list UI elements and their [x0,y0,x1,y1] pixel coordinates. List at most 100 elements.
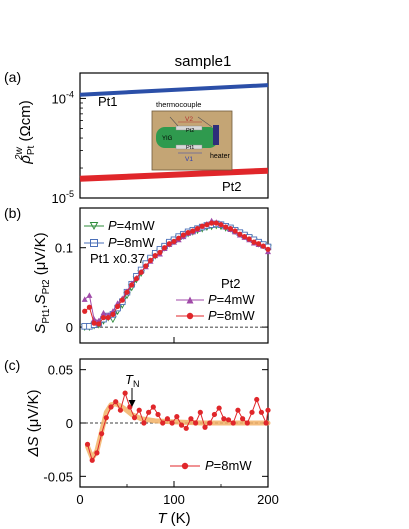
panel-c-point [240,416,246,422]
legend-pt2-8mw-text: =8mW [217,308,256,323]
panel-b-point [218,222,224,228]
panel-a-frame [79,72,269,199]
panel-c-point [94,450,100,456]
panel-c-ylabel: ΔS (μV/K) [25,389,42,457]
svg-text:P=8mW: P=8mW [205,458,252,473]
inset-yig-bar [156,127,218,148]
panel-c-xlabel: T (K) [157,510,190,527]
panel-b-point [180,232,186,238]
panel-b-point [100,314,107,321]
panel-b-point [115,303,121,310]
panel-c-point [103,415,109,421]
panel-c-point [230,420,236,426]
panel-b-point [251,239,257,245]
panel-a-ytick-label: 10-5 [52,189,74,206]
panel-b-legend-pt1: P=4mW P=8mW [84,218,155,250]
panel-c-point [202,424,208,430]
panel-c-point [178,422,185,428]
panel-c-point [216,405,222,411]
panel-b-point [237,231,243,237]
panel-a-series-pt1 [79,83,269,97]
panel-c-fit-curve [85,401,271,461]
legend-marker-pt2-4mw [186,296,194,304]
panel-c-point [254,396,260,403]
panel-c-tn-annotation: TN [125,372,139,407]
panel-c-point [221,416,227,422]
inset-label-thermocouple: thermocouple [156,100,201,109]
panel-b-point [265,246,271,252]
panel-b-legend-pt2: P=4mW P=8mW [176,292,255,323]
panel-c-point [258,409,265,415]
panel-b-point [185,230,191,236]
panel-b-point [124,289,130,295]
panel-b-ytick-label: 0 [66,320,73,335]
panel-b-pt2-label: Pt2 [221,276,241,291]
panel-b-point [241,233,248,240]
panel-c-point [188,416,194,422]
panel-b-point [91,316,98,322]
panel-a-ytick-label: 10-4 [52,89,74,106]
panel-c-point [235,407,241,413]
panel-c-point [141,420,147,426]
legend-pt1-4mw-prefix: P [108,218,117,233]
panel-a-label-pt1: Pt1 [98,94,118,109]
panel-b-point [194,226,201,232]
panel-c-series-line [87,391,269,462]
panel-b-ytick-label: 0.1 [55,241,73,256]
panel-b-point [162,245,168,251]
panel-c-point [249,409,255,415]
svg-text:P=8mW: P=8mW [108,235,155,250]
panel-b-point [223,224,229,230]
panel-b-ylabel-unit: (μV/K) [32,232,49,275]
svg-text:SPt1,SPt2 (μV/K): SPt1,SPt2 (μV/K) [32,232,52,333]
panel-b-point [157,249,163,256]
panel-c-point [131,415,138,421]
panel-c-point [174,414,180,420]
svg-text:TN: TN [125,372,139,389]
svg-text:P=4mW: P=4mW [108,218,155,233]
panel-b-point [209,220,215,226]
panel-b-point [119,297,125,303]
panel-c-point [164,416,171,422]
panel-c-point [211,411,218,418]
inset-pt2-strip [175,125,203,131]
panel-c-point [150,404,156,410]
panel-c-point [169,420,175,426]
panel-c-point [225,417,232,423]
legend-marker-pt2-8mw [186,312,194,320]
panel-c-point [117,407,124,413]
panel-c-ylabel-unit: (μV/K) [25,389,42,432]
panel-c-point [193,420,199,426]
panel-c-point [207,420,213,426]
panel-c-point [122,390,128,396]
panel-c-legend: P=8mW [170,458,252,473]
panel-c-point [197,409,203,415]
panel-c-point [244,420,250,426]
panel-b-point [91,320,97,326]
panel-c-point [99,431,105,437]
legend-pt2-4mw-prefix: P [208,292,217,307]
legend-pt1-8mw-text: =8mW [117,235,156,250]
panel-b-point [227,226,233,232]
panel-b-point [133,276,139,282]
svg-text:P=8mW: P=8mW [208,308,255,323]
legend-marker-pt1-8mw [90,239,98,247]
panel-c-point [89,457,95,463]
inset-label-yig: YIG [162,136,173,142]
legend-marker-c-8mw [181,462,189,470]
panel-b-point [138,269,144,275]
panel-b-point [143,263,149,269]
panel-b-point [86,304,92,310]
legend-pt1-4mw-text: =4mW [117,218,156,233]
legend-c-8mw-text: =8mW [214,458,253,473]
inset-label-v1: V1 [185,156,193,163]
panel-c-point [146,409,152,415]
panel-b-point [82,308,88,314]
panel-a-label-pt2: Pt2 [222,179,242,194]
panel-b-point [232,228,238,234]
legend-marker-pt1-4mw [89,222,99,231]
panel-c-point [84,441,91,447]
panel-a-ylabel-unit: (Ωcm) [17,100,34,141]
inset-thermocouple-line-1 [169,116,179,127]
svg-text:P=4mW: P=4mW [208,292,255,307]
